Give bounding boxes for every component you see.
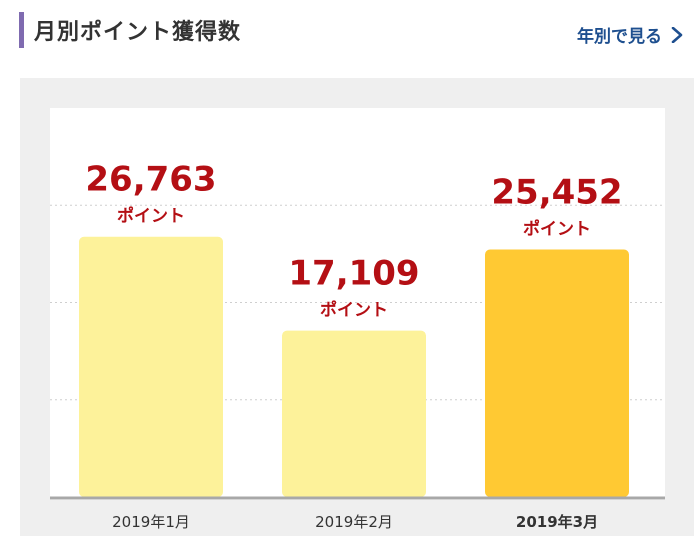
x-tick-label-2: 2019年2月 [315,513,393,531]
value-label-1: 26,763 [85,160,216,200]
yearly-view-label: 年別で見る [577,27,662,47]
bar-3 [485,249,629,497]
page-title: 月別ポイント獲得数 [34,20,242,45]
bar-1 [79,236,223,497]
x-tick-label-1: 2019年1月 [112,513,190,531]
chevron-right-icon [671,26,683,43]
x-tick-label-3: 2019年3月 [516,513,598,531]
title-accent-bar [19,12,24,48]
bar-2 [282,330,426,497]
unit-label-2: ポイント [320,300,388,321]
value-label-3: 25,452 [491,172,622,212]
unit-label-1: ポイント [117,206,185,227]
unit-label-3: ポイント [523,218,591,239]
yearly-view-link[interactable]: 年別で見る [577,22,684,47]
value-label-2: 17,109 [288,254,419,294]
